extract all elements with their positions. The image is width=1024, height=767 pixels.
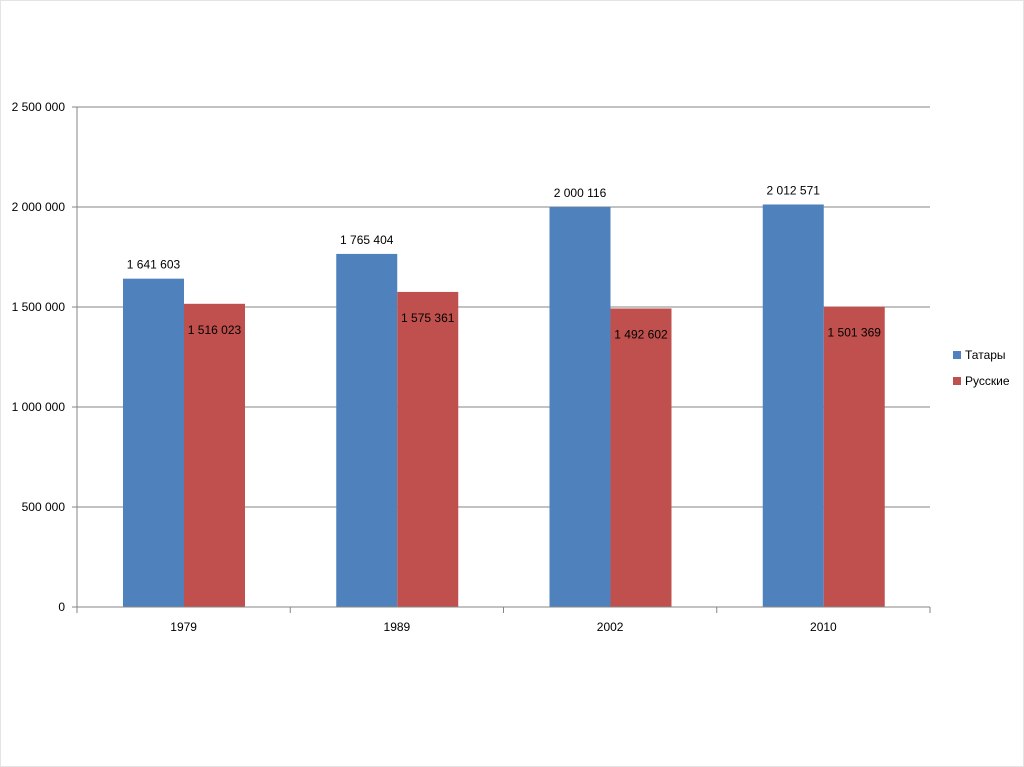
y-tick-label: 1 500 000 [12, 300, 66, 314]
x-tick-label: 1989 [384, 620, 411, 634]
bar-russians-1979 [184, 303, 245, 607]
legend: Татары Русские [953, 348, 1010, 388]
legend-label: Татары [965, 348, 1006, 362]
data-label: 1 765 404 [340, 233, 394, 247]
data-label: 1 501 369 [828, 326, 882, 340]
bars [123, 204, 885, 608]
y-tick-label: 0 [58, 600, 65, 614]
x-tick-label: 2002 [597, 620, 624, 634]
y-tick-label: 2 500 000 [12, 100, 66, 114]
data-label: 1 575 361 [401, 311, 455, 325]
legend-label: Русские [965, 374, 1010, 388]
bar-tatars-2002 [549, 206, 611, 607]
data-label: 1 516 023 [188, 323, 242, 337]
x-tick-label: 1979 [170, 620, 197, 634]
data-label: 1 492 602 [614, 327, 668, 341]
y-tick-label: 500 000 [22, 500, 66, 514]
axes: 0 500 000 1 000 000 1 500 000 2 000 000 2 500… [12, 100, 931, 634]
y-tick-label: 2 000 000 [12, 200, 66, 214]
bar-tatars-1979 [123, 278, 184, 607]
bar-russians-1989 [397, 291, 459, 607]
data-labels: 1 641 603 1 516 023 1 765 404 1 575 361 2 00… [127, 183, 881, 341]
bar-russians-2002 [610, 308, 672, 607]
data-label: 2 000 116 [554, 186, 607, 200]
legend-swatch [953, 377, 961, 385]
data-label: 1 641 603 [127, 258, 181, 272]
bar-russians-2010 [823, 306, 885, 607]
data-label: 2 012 571 [767, 183, 821, 197]
bar-tatars-1989 [336, 253, 398, 608]
legend-swatch [953, 351, 961, 359]
x-tick-label: 2010 [810, 620, 837, 634]
y-tick-label: 1 000 000 [12, 400, 66, 414]
bar-tatars-2010 [762, 204, 824, 608]
